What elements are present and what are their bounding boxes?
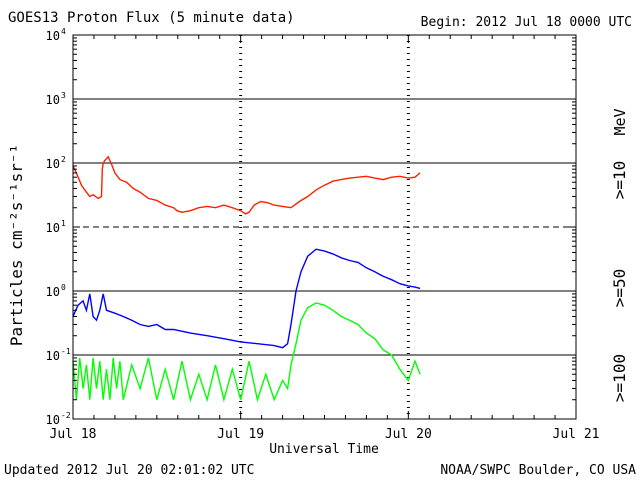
- updated-timestamp: Updated 2012 Jul 20 02:01:02 UTC: [4, 463, 254, 478]
- source-credit: NOAA/SWPC Boulder, CO USA: [440, 463, 636, 478]
- x-axis-label: Universal Time: [269, 442, 379, 457]
- y-tick-exponent: -1: [61, 347, 71, 356]
- y-axis-label: Particles cm⁻²s⁻¹sr⁻¹: [7, 144, 26, 346]
- x-tick-label: Jul 21: [553, 427, 600, 442]
- grid-lines: [73, 35, 576, 419]
- y-tick-label: 10: [46, 349, 60, 363]
- y-tick-label: 10: [46, 221, 60, 235]
- legend-ge10: >=10: [610, 161, 629, 200]
- begin-date-label: Begin: 2012 Jul 18 0000 UTC: [421, 15, 632, 30]
- y-tick-exponent: 0: [61, 283, 66, 292]
- x-tick-label: Jul 20: [385, 427, 432, 442]
- chart-title: GOES13 Proton Flux (5 minute data): [8, 10, 295, 26]
- y-tick-exponent: 2: [61, 155, 66, 164]
- x-tick-labels: Jul 18 Jul 19 Jul 20 Jul 21: [50, 427, 600, 442]
- tick-marks: [72, 34, 577, 420]
- x-tick-label: Jul 18: [50, 427, 97, 442]
- series-line-ge50: [72, 248, 421, 349]
- series-line-ge10: [72, 155, 421, 215]
- y-tick-exponent: -2: [61, 411, 71, 420]
- y-tick-label: 10: [46, 93, 60, 107]
- y-tick-label: 10: [46, 413, 60, 427]
- series-line-ge100: [72, 302, 421, 403]
- y-tick-exponent: 4: [61, 27, 66, 36]
- plot-frame: [72, 34, 577, 420]
- x-tick-label: Jul 19: [217, 427, 264, 442]
- y-tick-label: 10: [46, 285, 60, 299]
- y-tick-exponent: 1: [61, 219, 66, 228]
- legend-mev-unit: MeV: [611, 108, 629, 135]
- legend-ge100: >=100: [610, 354, 629, 402]
- y-tick-label: 10: [46, 157, 60, 171]
- y-tick-label: 10: [46, 29, 60, 43]
- series-group: [72, 155, 421, 403]
- legend-ge50: >=50: [610, 269, 629, 308]
- y-tick-exponent: 3: [61, 91, 66, 100]
